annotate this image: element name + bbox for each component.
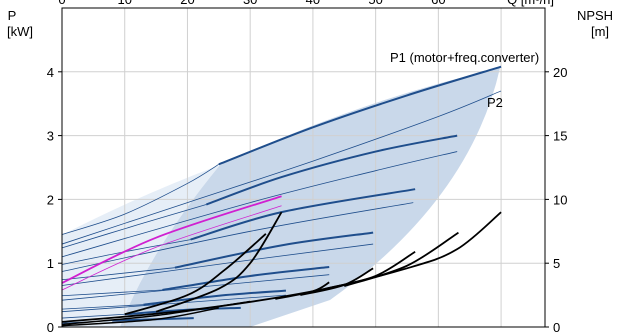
y-tick-label: 3: [47, 129, 54, 144]
curve: [205, 134, 458, 206]
x-tick-label: 50: [368, 0, 382, 7]
curve: [61, 313, 125, 319]
curve: [61, 304, 144, 310]
curve: [61, 204, 207, 249]
annotation: P2: [487, 95, 503, 110]
x-tick-label: 40: [306, 0, 320, 7]
curve: [61, 294, 286, 313]
curve: [275, 281, 330, 300]
x-tick-label: 60: [431, 0, 445, 7]
y2-tick-label: 20: [553, 65, 567, 80]
operating-region: [120, 68, 500, 327]
curve: [218, 65, 502, 166]
x-tick-label: Q [m³/h]: [507, 0, 554, 7]
region-light: [62, 165, 220, 327]
curve: [61, 163, 220, 235]
y2-tick-label: 0: [553, 320, 560, 333]
annotation: P1 (motor+freq.converter): [390, 50, 539, 65]
y2-label: NPSH: [577, 8, 613, 23]
curve: [124, 233, 267, 316]
y-label: P: [8, 8, 17, 23]
y-tick-label: 4: [47, 65, 54, 80]
curve: [190, 188, 416, 241]
curve: [61, 195, 282, 284]
y2-tick-label: 15: [553, 129, 567, 144]
curve: [61, 205, 282, 291]
x-tick-label: 20: [180, 0, 194, 7]
curve: [300, 267, 374, 296]
y2-label-unit: [m]: [591, 24, 609, 39]
x-tick-label: 10: [117, 0, 131, 7]
curve: [61, 202, 414, 272]
curve: [61, 267, 175, 281]
curve: [174, 231, 374, 269]
x-tick-label: 30: [243, 0, 257, 7]
curve: [61, 243, 374, 286]
curve: [61, 90, 502, 245]
y2-tick-label: 5: [553, 256, 560, 271]
x-tick-label: 0: [58, 0, 65, 7]
y-tick-label: 2: [47, 192, 54, 207]
curve: [61, 211, 502, 323]
curve: [143, 289, 287, 306]
curve: [61, 274, 330, 301]
y-tick-label: 0: [47, 320, 54, 333]
curve: [61, 300, 251, 326]
curve: [155, 211, 283, 313]
curve: [162, 266, 330, 291]
y-tick-label: 1: [47, 256, 54, 271]
plot-frame: [61, 7, 546, 328]
curve: [61, 151, 458, 258]
y2-tick-label: 10: [553, 192, 567, 207]
curve: [61, 289, 163, 297]
curve: [61, 307, 219, 327]
y-label-unit: [kW]: [7, 24, 33, 39]
